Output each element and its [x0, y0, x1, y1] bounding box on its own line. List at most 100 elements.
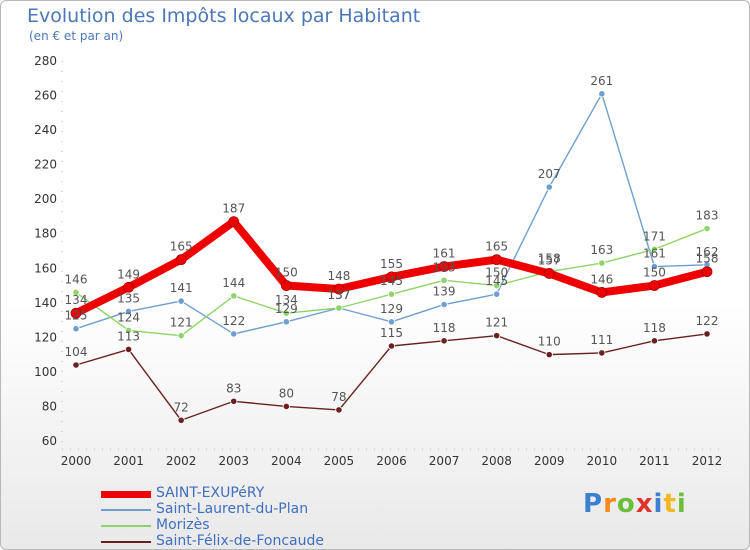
y-tick-label: 240: [34, 123, 57, 137]
data-label: 155: [380, 257, 403, 271]
series-layer: [70, 90, 713, 424]
data-label: 163: [590, 243, 613, 257]
data-point: [545, 183, 553, 191]
legend-label: SAINT-EXUPéRY: [156, 485, 265, 501]
x-tick-label: 2011: [639, 454, 670, 468]
logo-letter: r: [603, 489, 617, 519]
data-label: 121: [485, 316, 508, 330]
data-point: [703, 330, 711, 338]
data-label: 150: [485, 266, 508, 280]
data-label: 150: [643, 266, 666, 280]
x-tick-label: 2009: [534, 454, 565, 468]
chart-axes: [61, 61, 721, 450]
data-point: [72, 288, 80, 297]
data-point: [70, 307, 82, 319]
data-point: [543, 268, 555, 279]
y-tick-label: 80: [42, 399, 57, 413]
data-point: [282, 402, 290, 411]
logo-letter: i: [676, 489, 687, 519]
x-tick-label: 2008: [481, 454, 512, 468]
y-tick-label: 120: [34, 330, 57, 344]
y-tick-label: 220: [34, 158, 57, 172]
data-label: 187: [222, 202, 245, 216]
data-label: 161: [433, 247, 456, 261]
data-point: [440, 337, 448, 345]
data-label: 146: [65, 272, 88, 286]
x-tick-label: 2012: [692, 454, 723, 468]
logo-letter: P: [583, 489, 604, 519]
data-point: [598, 259, 606, 267]
legend-swatch: [101, 525, 151, 527]
data-label: 124: [117, 310, 140, 324]
series-line: [75, 93, 708, 335]
data-point: [440, 276, 448, 284]
x-tick-label: 2003: [218, 454, 249, 468]
chart-title: Evolution des Impôts locaux par Habitant: [27, 5, 421, 27]
data-label: 134: [65, 293, 88, 307]
data-label: 111: [590, 333, 613, 347]
x-tick-label: 2007: [429, 454, 460, 468]
data-point: [386, 271, 397, 283]
data-label: 141: [170, 281, 193, 295]
data-point: [124, 326, 133, 335]
x-tick-label: 2002: [166, 454, 197, 468]
data-label: 113: [117, 329, 140, 343]
y-tick-label: 160: [34, 261, 57, 275]
data-label: 162: [696, 245, 719, 259]
data-label: 145: [485, 274, 508, 288]
data-point: [230, 397, 238, 405]
data-point: [124, 307, 133, 316]
data-point: [335, 304, 343, 312]
data-label: 122: [696, 314, 719, 328]
data-label: 122: [222, 314, 245, 328]
data-label: 145: [380, 274, 403, 288]
data-point: [545, 351, 553, 359]
y-tick-label: 200: [34, 192, 57, 206]
proxiti-logo: Proxiti: [583, 489, 687, 519]
data-label: 110: [538, 335, 561, 349]
data-label: 183: [696, 209, 719, 223]
data-label: 165: [485, 240, 508, 254]
data-label: 161: [643, 247, 666, 261]
x-tick-label: 2005: [324, 454, 355, 468]
x-tick-label: 2000: [61, 454, 92, 468]
data-point: [703, 224, 711, 233]
data-point: [650, 245, 659, 253]
data-point: [701, 266, 713, 278]
data-label: 78: [331, 390, 346, 404]
data-label: 137: [327, 288, 350, 302]
data-point: [493, 281, 501, 290]
y-tick-label: 260: [34, 89, 57, 103]
y-tick-label: 140: [34, 296, 57, 310]
data-label: 129: [380, 302, 403, 316]
data-label: 157: [538, 253, 561, 267]
data-label: 144: [222, 276, 245, 290]
data-label: 150: [275, 266, 298, 280]
data-point: [650, 337, 659, 345]
data-point: [280, 280, 292, 291]
data-point: [493, 332, 501, 340]
data-point: [438, 261, 450, 272]
data-point: [124, 345, 133, 354]
data-label: 129: [275, 302, 298, 316]
data-point: [333, 283, 345, 295]
data-point: [387, 290, 396, 298]
data-label: 139: [433, 285, 456, 299]
data-label: 153: [433, 260, 456, 274]
data-point: [387, 342, 396, 350]
y-tick-label: 60: [42, 434, 57, 448]
x-tick-label: 2001: [113, 454, 144, 468]
data-point: [123, 281, 134, 293]
data-point: [230, 292, 238, 300]
data-label: 104: [65, 345, 88, 359]
data-label: 134: [275, 293, 298, 307]
data-point: [596, 287, 608, 298]
legend-label: Morizès: [156, 517, 210, 533]
chart-subtitle: (en € et par an): [29, 29, 124, 43]
y-tick-label: 100: [34, 365, 57, 379]
data-point: [228, 216, 240, 228]
data-label: 149: [117, 267, 140, 281]
data-label: 83: [226, 381, 241, 395]
